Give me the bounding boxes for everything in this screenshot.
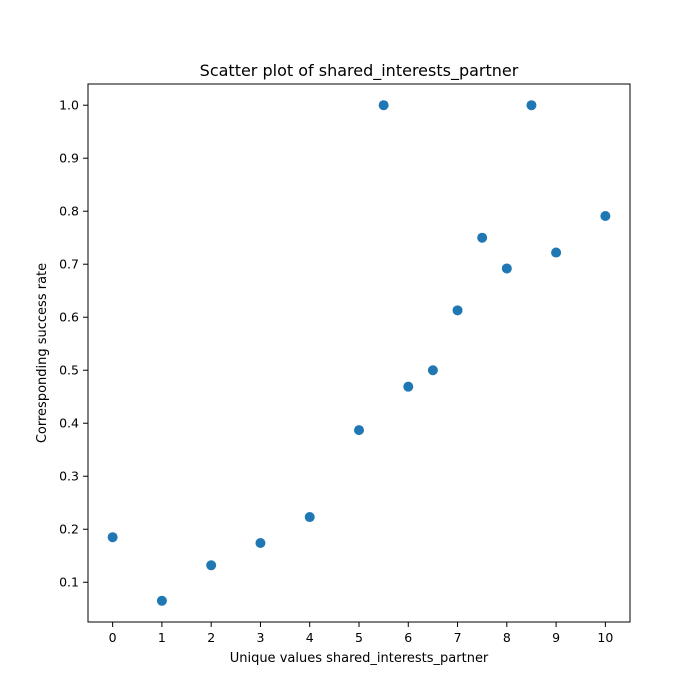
y-tick-label: 1.0 xyxy=(59,98,79,113)
scatter-point xyxy=(501,263,512,274)
scatter-point xyxy=(378,100,389,111)
y-tick-label: 0.2 xyxy=(59,522,79,537)
x-tick-label: 6 xyxy=(404,630,412,645)
scatter-point xyxy=(427,365,438,376)
y-tick-label: 0.1 xyxy=(59,575,79,590)
x-tick-label: 0 xyxy=(109,630,117,645)
x-tick-label: 7 xyxy=(454,630,462,645)
plot-area-frame xyxy=(87,83,631,623)
y-tick-label: 0.6 xyxy=(59,310,79,325)
x-tick-label: 3 xyxy=(256,630,264,645)
scatter-points xyxy=(107,100,611,606)
x-tick-label: 10 xyxy=(597,630,613,645)
x-tick-label: 2 xyxy=(207,630,215,645)
scatter-point xyxy=(304,512,315,523)
x-tick-label: 4 xyxy=(306,630,314,645)
x-tick-label: 8 xyxy=(503,630,511,645)
y-tick-label: 0.7 xyxy=(59,257,79,272)
scatter-point xyxy=(206,560,217,571)
scatter-point xyxy=(452,305,463,316)
y-tick-label: 0.4 xyxy=(59,416,79,431)
y-axis-ticks: 0.1 0.2 0.3 0.4 0.5 0.6 0.7 0.8 0.9 1.0 xyxy=(59,98,88,590)
y-axis-label: Corresponding success rate xyxy=(35,263,50,443)
x-tick-label: 1 xyxy=(158,630,166,645)
scatter-point xyxy=(354,425,364,436)
x-axis-ticks: 0 1 2 3 4 5 6 7 8 9 10 xyxy=(109,622,613,645)
scatter-point xyxy=(107,532,118,543)
scatter-point xyxy=(600,210,611,221)
scatter-point xyxy=(526,100,537,111)
x-axis-label: Unique values shared_interests_partner xyxy=(230,651,489,666)
x-tick-label: 9 xyxy=(552,630,560,645)
scatter-point xyxy=(255,538,266,549)
scatter-point xyxy=(403,381,414,392)
y-tick-label: 0.8 xyxy=(59,204,79,219)
x-tick-label: 5 xyxy=(355,630,363,645)
y-tick-label: 0.9 xyxy=(59,151,79,166)
chart-title: Scatter plot of shared_interests_partner xyxy=(200,61,519,81)
scatter-point xyxy=(551,247,562,258)
y-tick-label: 0.3 xyxy=(59,469,79,484)
scatter-point xyxy=(477,232,488,243)
scatter-point xyxy=(156,595,167,606)
y-tick-label: 0.5 xyxy=(59,363,79,378)
